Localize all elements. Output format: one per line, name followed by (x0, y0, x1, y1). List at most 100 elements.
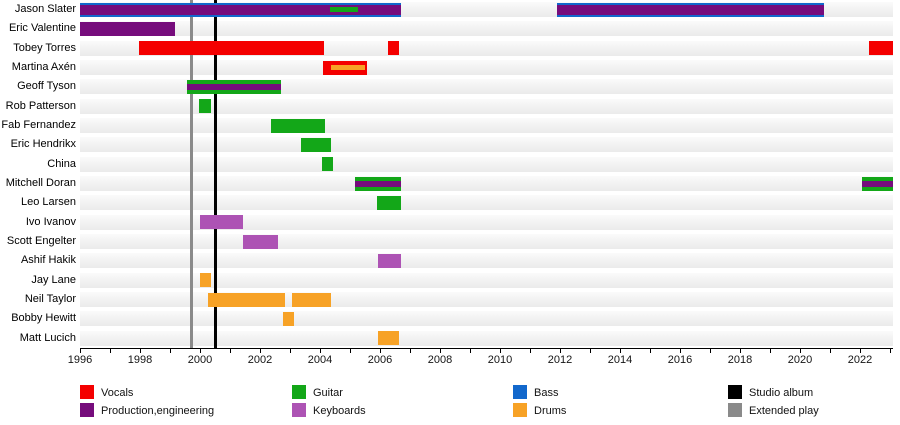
axis-tick-label: 2018 (727, 354, 753, 366)
axis-tick-label: 2014 (607, 354, 633, 366)
legend-label: Bass (534, 387, 559, 399)
legend-item-guitar: Guitar (292, 385, 502, 399)
legend-swatch-vocals-icon (80, 385, 94, 399)
axis-tick (530, 349, 531, 353)
legend-item-vocals: Vocals (80, 385, 290, 399)
axis-tick-label: 2022 (847, 354, 873, 366)
timeline-bar-guitar (300, 138, 331, 152)
timeline-bar-drums (377, 331, 400, 346)
legend-label: Production,engineering (101, 405, 215, 417)
axis-tick (830, 349, 831, 353)
member-label: China (47, 157, 76, 170)
axis-tick (260, 349, 261, 353)
timeline-bar-guitar (354, 176, 401, 191)
member-label: Neil Taylor (24, 293, 76, 305)
legend-swatch-drums-icon (513, 403, 527, 417)
member-label: Geoff Tyson (17, 80, 76, 93)
timeline-bar-drums (208, 292, 285, 307)
row-stripe (80, 98, 893, 114)
timeline-bar-overlay-guitar (329, 7, 359, 13)
row-stripe (80, 292, 893, 308)
timeline-bar-overlay-production (354, 180, 401, 187)
axis-tick (80, 349, 81, 353)
legend-label: Studio album (749, 387, 814, 399)
row-stripe (80, 79, 893, 95)
row-stripe (80, 272, 893, 288)
legend-item-studio-album: Studio album (728, 385, 900, 399)
member-label: Fab Fernandez (1, 119, 76, 131)
member-label: Matt Lucich (19, 331, 76, 344)
axis-tick-label: 1998 (127, 354, 153, 366)
legend-swatch-keyboards-icon (292, 403, 306, 417)
member-label: Leo Larsen (20, 196, 76, 209)
timeline-bar-guitar (198, 99, 211, 114)
axis-tick (680, 349, 681, 353)
axis-tick-label: 2020 (787, 354, 813, 366)
member-label: Tobey Torres (13, 41, 76, 54)
timeline-bar-bass (557, 2, 824, 17)
timeline-bar-keyboards (242, 234, 278, 249)
member-label: Bobby Hewitt (11, 312, 76, 325)
row-stripe (80, 60, 893, 76)
row-stripe (80, 137, 893, 153)
event-line-studio-album (213, 0, 217, 348)
timeline-bar-drums (200, 273, 211, 288)
axis-tick (410, 349, 411, 353)
row-stripe (80, 253, 893, 269)
x-axis-line (80, 348, 893, 349)
axis-tick (140, 349, 141, 353)
legend-swatch-bass-icon (513, 385, 527, 399)
member-label: Jay Lane (31, 273, 76, 286)
row-stripe (80, 118, 893, 134)
timeline-bar-vocals (323, 60, 368, 75)
legend-label: Extended play (749, 405, 819, 417)
timeline-bar-vocals (388, 41, 400, 56)
axis-tick (590, 349, 591, 353)
legend-swatch-studio-album-icon (728, 385, 742, 399)
member-label: Ivo Ivanov (25, 215, 76, 228)
timeline-bar-drums (282, 312, 294, 326)
axis-tick (800, 349, 801, 353)
row-stripe (80, 214, 893, 230)
axis-tick (440, 349, 441, 353)
axis-tick (500, 349, 501, 353)
member-label: Ashif Hakik (20, 254, 76, 267)
axis-tick (170, 349, 171, 353)
legend-label: Guitar (313, 387, 343, 399)
timeline-bar-keyboards (200, 215, 243, 230)
timeline-bar-guitar (186, 80, 281, 94)
row-stripe (80, 195, 893, 211)
axis-tick-label: 2012 (547, 354, 573, 366)
legend-label: Keyboards (313, 405, 366, 417)
timeline-bar-overlay-production (186, 84, 281, 90)
axis-tick (890, 349, 891, 353)
axis-tick (710, 349, 711, 353)
member-label: Eric Valentine (8, 22, 76, 35)
axis-tick-label: 2010 (487, 354, 513, 366)
timeline-bar-overlay-production (557, 4, 824, 15)
axis-tick (650, 349, 651, 353)
timeline-bar-vocals (138, 41, 324, 56)
legend: Vocals Production,engineering Guitar Keyboa… (0, 382, 900, 425)
event-line-extended-play (190, 0, 194, 348)
axis-tick (860, 349, 861, 353)
timeline-bar-guitar (861, 176, 893, 191)
axis-tick (290, 349, 291, 353)
timeline-bar-keyboards (377, 254, 401, 268)
axis-tick-label: 2006 (367, 354, 393, 366)
legend-label: Drums (534, 405, 567, 417)
legend-label: Vocals (101, 387, 134, 399)
axis-tick (380, 349, 381, 353)
row-stripe (80, 234, 893, 250)
member-label: Scott Engelter (6, 235, 76, 247)
member-label: Rob Patterson (5, 99, 76, 112)
timeline-bar-guitar (322, 157, 333, 172)
row-stripe (80, 176, 893, 192)
legend-item-production: Production,engineering (80, 403, 290, 417)
timeline-bar-drums (292, 292, 332, 307)
axis-tick (200, 349, 201, 353)
row-stripe (80, 156, 893, 172)
axis-tick-label: 2016 (667, 354, 693, 366)
axis-tick (620, 349, 621, 353)
